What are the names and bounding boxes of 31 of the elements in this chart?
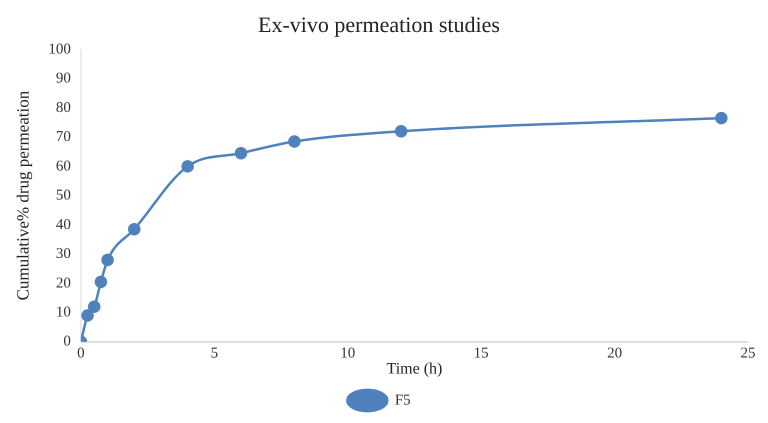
x-tick-label: 5 (210, 346, 218, 362)
legend-label: F5 (394, 392, 411, 408)
point (128, 222, 141, 236)
chart-title: Ex-vivo permeation studies (258, 12, 500, 37)
x-tick-label: 0 (77, 346, 85, 362)
y-tick-label: 10 (56, 304, 71, 320)
point (88, 300, 100, 313)
point (288, 135, 301, 148)
point (394, 125, 408, 138)
x-tick-label: 10 (340, 346, 356, 362)
y-tick-label: 40 (56, 216, 71, 233)
y-tick-label: 20 (56, 275, 71, 292)
x-tick-label: 20 (607, 346, 622, 362)
point (715, 112, 728, 124)
y-tick-label: 0 (63, 334, 71, 350)
point (81, 309, 94, 322)
x-axis-title: Time (h) (386, 360, 442, 378)
x-tick-label: 25 (740, 346, 756, 362)
point (234, 146, 248, 160)
point (94, 276, 108, 288)
y-tick-label: 30 (56, 246, 71, 262)
point (101, 254, 114, 266)
y-tick-label: 70 (56, 129, 71, 146)
y-tick-label: 50 (56, 188, 71, 204)
y-tick-label: 60 (56, 158, 71, 174)
point (181, 160, 194, 173)
y-axis-title: Cumulative% drug permeation (14, 90, 33, 300)
y-tick-label: 80 (56, 100, 71, 116)
y-tick-label: 100 (48, 41, 71, 58)
y-tick-label: 90 (56, 70, 71, 87)
x-tick-label: 15 (474, 346, 489, 362)
